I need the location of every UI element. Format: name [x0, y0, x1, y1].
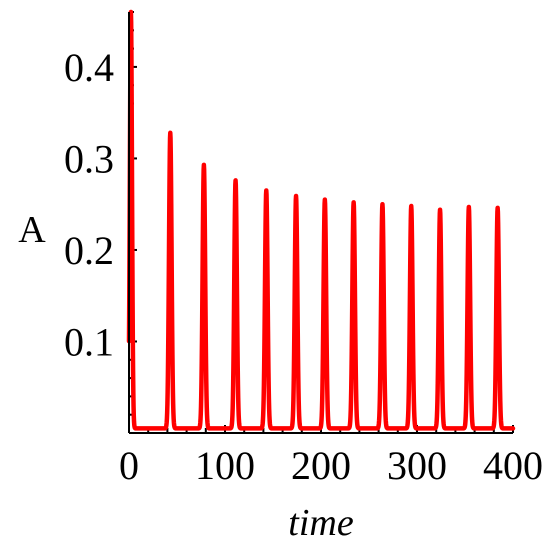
- y-tick-labels: 0.1 0.2 0.3 0.4: [64, 45, 114, 365]
- x-tick-label: 300: [387, 443, 447, 488]
- y-axis-label: A: [18, 209, 46, 251]
- x-tick-label: 400: [483, 443, 543, 488]
- x-tick-labels: 0 100 200 300 400: [119, 443, 543, 488]
- y-tick-label: 0.1: [64, 319, 114, 364]
- y-tick-label: 0.2: [64, 228, 114, 273]
- x-axis-label: time: [288, 502, 354, 544]
- x-tick-label: 0: [119, 443, 139, 488]
- y-tick-label: 0.3: [64, 136, 114, 181]
- series-layer: [126, 9, 516, 431]
- series-line-A: [126, 9, 516, 431]
- y-tick-label: 0.4: [64, 45, 114, 90]
- x-tick-label: 200: [291, 443, 351, 488]
- x-tick-label: 100: [195, 443, 255, 488]
